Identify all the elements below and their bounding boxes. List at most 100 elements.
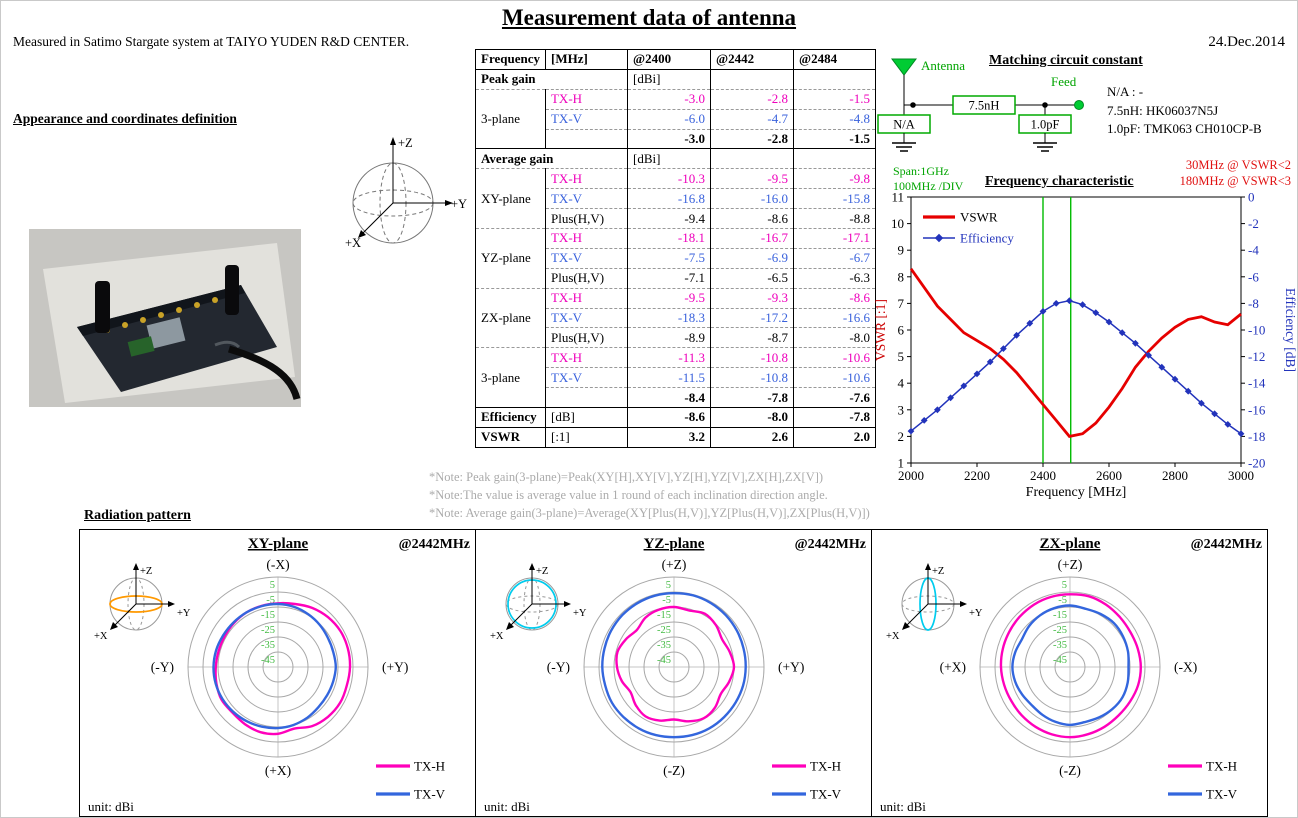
svg-text:-18: -18	[1248, 429, 1265, 444]
svg-text:TX-V: TX-V	[810, 787, 842, 802]
table-cell: -10.3	[626, 168, 711, 189]
svg-text:VSWR: VSWR	[960, 210, 998, 225]
table-row: TX-V -16.8 -16.0 -15.8	[476, 188, 876, 209]
table-cell: ZX-plane	[475, 287, 546, 348]
svg-text:TX-V: TX-V	[414, 787, 446, 802]
svg-text:-4: -4	[1248, 243, 1259, 258]
frequency-characteristic-chart: 11109876543210-2-4-6-8-10-12-14-16-18-20…	[873, 190, 1297, 501]
table-row: ZX-plane TX-H -9.5 -9.3 -8.6	[475, 287, 876, 348]
bw-vswr3-annotation: 180MHz @ VSWR<3	[1179, 174, 1291, 188]
report-date: 24.Dec.2014	[1208, 34, 1285, 50]
svg-text:-5: -5	[1058, 595, 1067, 606]
polar-chart-xy: XY-plane @2442MHz 5 -5 -15 -25 -35 -45 (-X) (+Y) (…	[88, 536, 470, 814]
table-cell: Plus(H,V)	[544, 208, 628, 229]
svg-text:(-X): (-X)	[1174, 660, 1197, 675]
table-cell: -8.4	[626, 387, 711, 408]
svg-text:3000: 3000	[1228, 468, 1254, 483]
svg-text:(-Z): (-Z)	[663, 763, 685, 778]
table-cell: [MHz]	[544, 49, 628, 70]
polar-title: YZ-plane	[644, 536, 705, 552]
table-cell: -1.5	[792, 128, 876, 149]
table-cell: -8.6	[792, 287, 876, 309]
table-cell: 3.2	[626, 426, 711, 448]
table-cell: -7.8	[792, 407, 876, 428]
svg-text:VSWR [:1]: VSWR [:1]	[873, 299, 888, 361]
table-row: VSWR [:1] 3.2 2.6 2.0	[475, 426, 876, 448]
connector-post	[95, 281, 110, 333]
table-cell: -3.0	[626, 88, 711, 110]
svg-text:2000: 2000	[898, 468, 924, 483]
coax-cable	[227, 345, 301, 401]
table-cell: -6.9	[709, 247, 794, 269]
shunt2-value: 1.0pF	[1031, 118, 1060, 132]
svg-text:6: 6	[898, 323, 905, 338]
table-cell: Efficiency	[475, 407, 546, 428]
svg-text:7: 7	[898, 296, 905, 311]
radiation-panel-xy: XY-plane @2442MHz 5 -5 -15 -25 -35 -45 (-X) (+Y) (…	[79, 529, 476, 817]
table-cell: -7.8	[709, 387, 794, 408]
table-row: 3-plane TX-H -3.0 -2.8 -1.5	[475, 88, 876, 149]
part-line: N/A : -	[1107, 84, 1144, 99]
antenna-label: Antenna	[921, 58, 965, 73]
page-title: Measurement data of antenna	[501, 5, 797, 30]
svg-text:5: 5	[270, 580, 275, 591]
polar-frequency: @2442MHz	[795, 537, 866, 552]
table-cell: -16.0	[709, 188, 794, 209]
antenna-photo	[29, 229, 301, 407]
shunt1-value: N/A	[893, 118, 915, 132]
svg-text:+Y: +Y	[177, 608, 191, 619]
svg-text:(+Y): (+Y)	[382, 660, 408, 675]
svg-text:-15: -15	[1053, 610, 1067, 621]
svg-text:+Z: +Z	[536, 566, 548, 577]
bw-vswr2-annotation: 30MHz @ VSWR<2	[1185, 158, 1291, 172]
table-cell: TX-H	[544, 287, 628, 309]
table-cell	[792, 148, 876, 169]
table-cell: -8.9	[626, 327, 711, 348]
table-cell: -18.1	[626, 228, 711, 249]
polar-frequency: @2442MHz	[1191, 537, 1262, 552]
unit-label: unit: dBi	[88, 799, 134, 814]
svg-text:-8: -8	[1248, 296, 1259, 311]
table-cell: @2484	[792, 49, 876, 70]
table-cell: Frequency	[475, 49, 546, 70]
circuit-parts-list: N/A : - 7.5nH: HK06037N5J 1.0pF: TMK063 …	[1107, 83, 1262, 139]
bandwidth-annotations: 30MHz @ VSWR<2 180MHz @ VSWR<3	[1141, 157, 1291, 189]
table-cell: -8.0	[709, 407, 794, 428]
table-cell: -7.5	[626, 247, 711, 269]
feed-terminal-icon	[1074, 100, 1084, 110]
trace-tx-v	[212, 602, 338, 730]
table-row: TX-V -11.5 -10.8 -10.6	[476, 367, 876, 388]
svg-text:TX-H: TX-H	[810, 759, 841, 774]
svg-text:+Z: +Z	[932, 566, 944, 577]
trace-tx-v	[601, 591, 747, 739]
table-cell: -4.7	[709, 108, 794, 130]
unit-label: unit: dBi	[484, 799, 530, 814]
table-cell: -9.4	[626, 208, 711, 229]
polar-title: XY-plane	[248, 536, 309, 552]
table-cell: @2442	[709, 49, 794, 70]
table-cell: 3-plane	[475, 88, 546, 149]
table-row: Average gain [dBi]	[475, 148, 876, 169]
svg-text:TX-H: TX-H	[1206, 759, 1237, 774]
svg-text:0: 0	[1248, 190, 1255, 205]
note-1: *Note: Peak gain(3-plane)=Peak(XY[H],XY[…	[429, 470, 824, 484]
svg-text:4: 4	[898, 376, 905, 391]
table-row: Plus(H,V) -8.9 -8.7 -8.0	[476, 327, 876, 348]
table-cell: @2400	[626, 49, 711, 70]
svg-text:-20: -20	[1248, 456, 1265, 471]
svg-text:5: 5	[1062, 580, 1067, 591]
table-cell: -16.6	[792, 307, 876, 328]
table-cell: -17.2	[709, 307, 794, 328]
svg-text:-10: -10	[1248, 323, 1265, 338]
table-row: TX-V -18.3 -17.2 -16.6	[476, 307, 876, 328]
matching-circuit-title: Matching circuit constant	[989, 53, 1143, 68]
table-cell: YZ-plane	[475, 228, 546, 289]
table-row: XY-plane TX-H -10.3 -9.5 -9.8	[475, 168, 876, 229]
table-cell: -2.8	[709, 128, 794, 149]
svg-text:5: 5	[666, 580, 671, 591]
table-row: Plus(H,V) -7.1 -6.5 -6.3	[476, 267, 876, 289]
measured-in-text: Measured in Satimo Stargate system at TA…	[13, 34, 410, 49]
table-cell: TX-H	[544, 228, 628, 249]
table-cell: -15.8	[792, 188, 876, 209]
